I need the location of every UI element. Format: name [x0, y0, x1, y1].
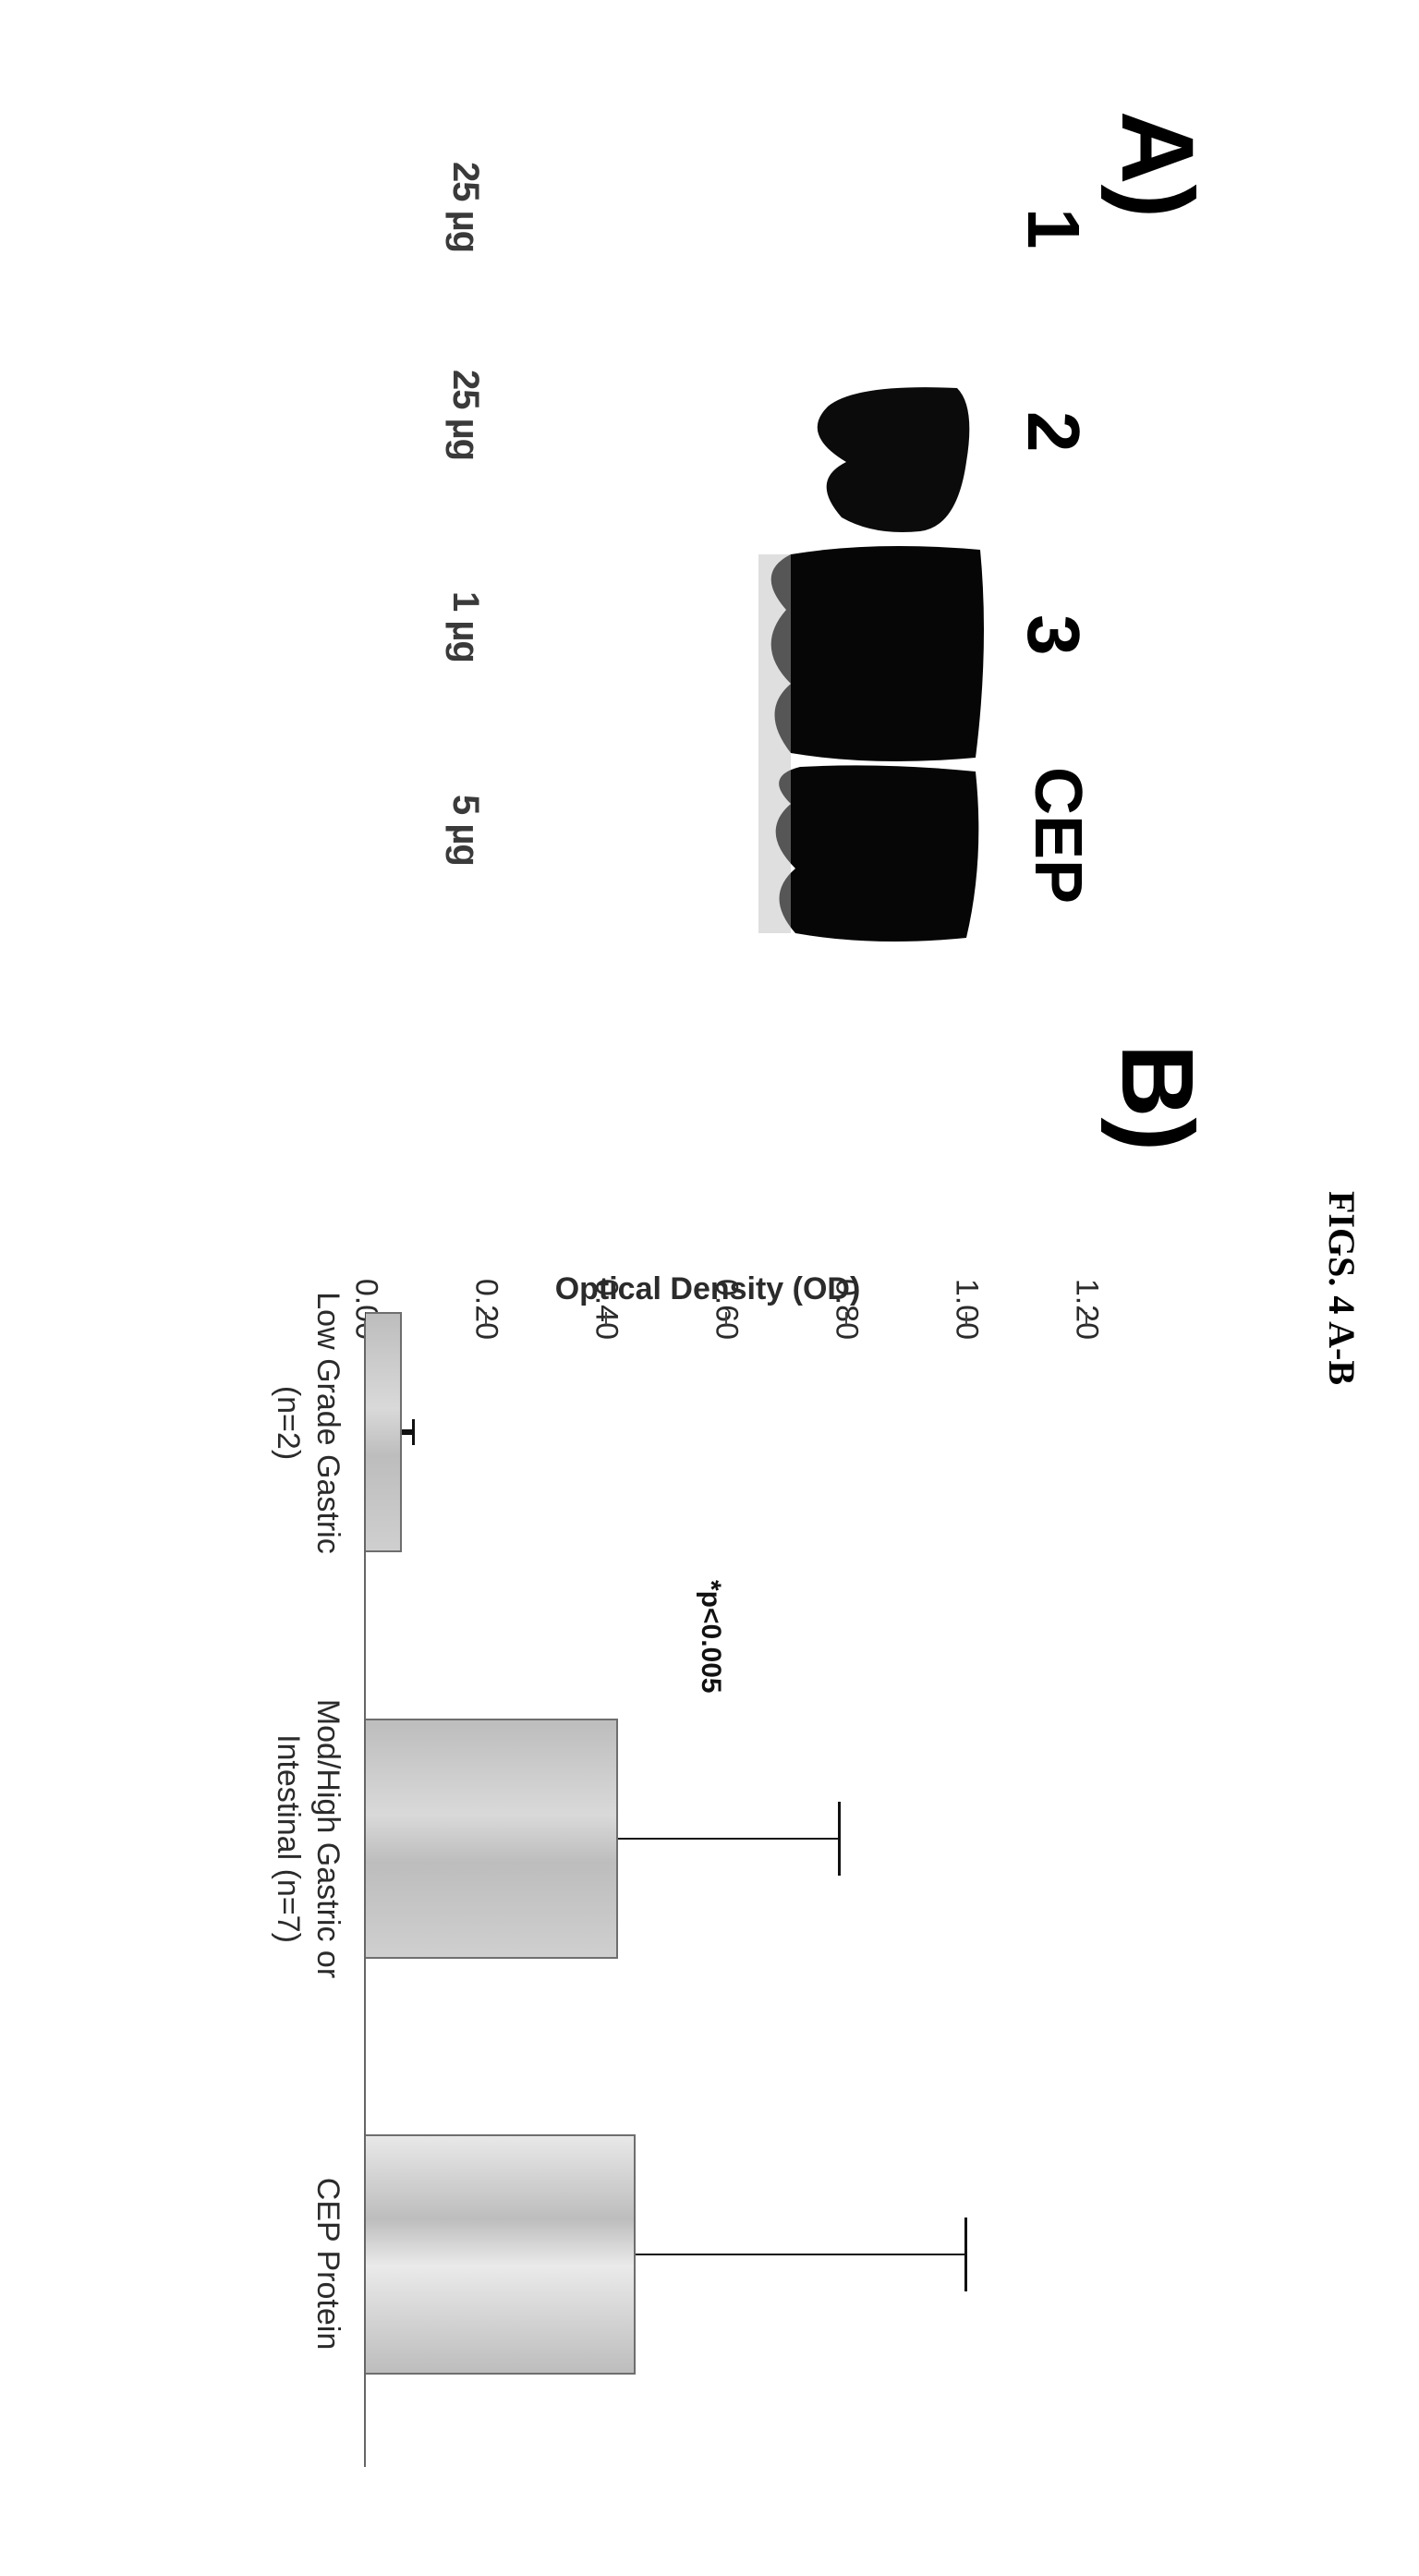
error-bar [618, 1838, 841, 1840]
western-blot [745, 0, 985, 1016]
plot-area [366, 1321, 1086, 2467]
lane-label-2: 2 [1011, 411, 1096, 453]
loading-label-3: 1 µg [444, 591, 486, 662]
bars-container [366, 1321, 1086, 2467]
x-label-1-line2: (n=2) [272, 1386, 307, 1460]
bar [366, 1719, 618, 1959]
figure-title: FIGS. 4 A-B [1320, 0, 1364, 2576]
error-cap [964, 2218, 967, 2291]
lane-label-cep: CEP [1020, 767, 1096, 904]
x-label-1: Low Grade Gastric (n=2) [269, 1257, 347, 1589]
error-bar [637, 2254, 967, 2255]
blot-band-lane2 [818, 387, 970, 532]
x-axis-baseline [364, 1321, 366, 2467]
bar-fill [366, 1312, 402, 1552]
x-label-1-line1: Low Grade Gastric [310, 1292, 346, 1553]
bar [366, 2134, 637, 2375]
bar-fill [366, 2134, 637, 2375]
page: FIGS. 4 A-B A) 1 2 3 CEP 25 µg 25 µg 1 µ… [0, 0, 1419, 2576]
blot-band-cep [776, 765, 979, 942]
error-cap [412, 1419, 415, 1445]
panel-b-label: B) [1098, 1044, 1216, 1151]
blot-band-lane3 [771, 546, 984, 761]
lane-label-1: 1 [1011, 208, 1096, 249]
p-value-annotation: *p<0.005 [695, 1580, 726, 1694]
blot-smear [758, 554, 791, 933]
x-label-3: CEP Protein [309, 2097, 348, 2430]
error-cap [839, 1802, 842, 1876]
lane-label-3: 3 [1011, 614, 1096, 656]
rotated-canvas: FIGS. 4 A-B A) 1 2 3 CEP 25 µg 25 µg 1 µ… [0, 0, 1419, 2576]
loading-label-1: 25 µg [444, 162, 486, 252]
panel-a-label: A) [1098, 111, 1216, 218]
bar-fill [366, 1719, 618, 1959]
loading-label-4: 5 µg [444, 795, 486, 866]
x-label-2-line2: Intestinal (n=7) [272, 1734, 307, 1943]
x-label-2: Mod/High Gastric or Intestinal (n=7) [269, 1645, 347, 2033]
x-label-2-line1: Mod/High Gastric or [310, 1699, 346, 1978]
x-label-3-line1: CEP Protein [310, 2178, 346, 2350]
bar-chart: Optical Density (OD) 0.000.200.400.600.8… [329, 1201, 1086, 2495]
loading-label-2: 25 µg [444, 370, 486, 460]
bar [366, 1312, 402, 1552]
